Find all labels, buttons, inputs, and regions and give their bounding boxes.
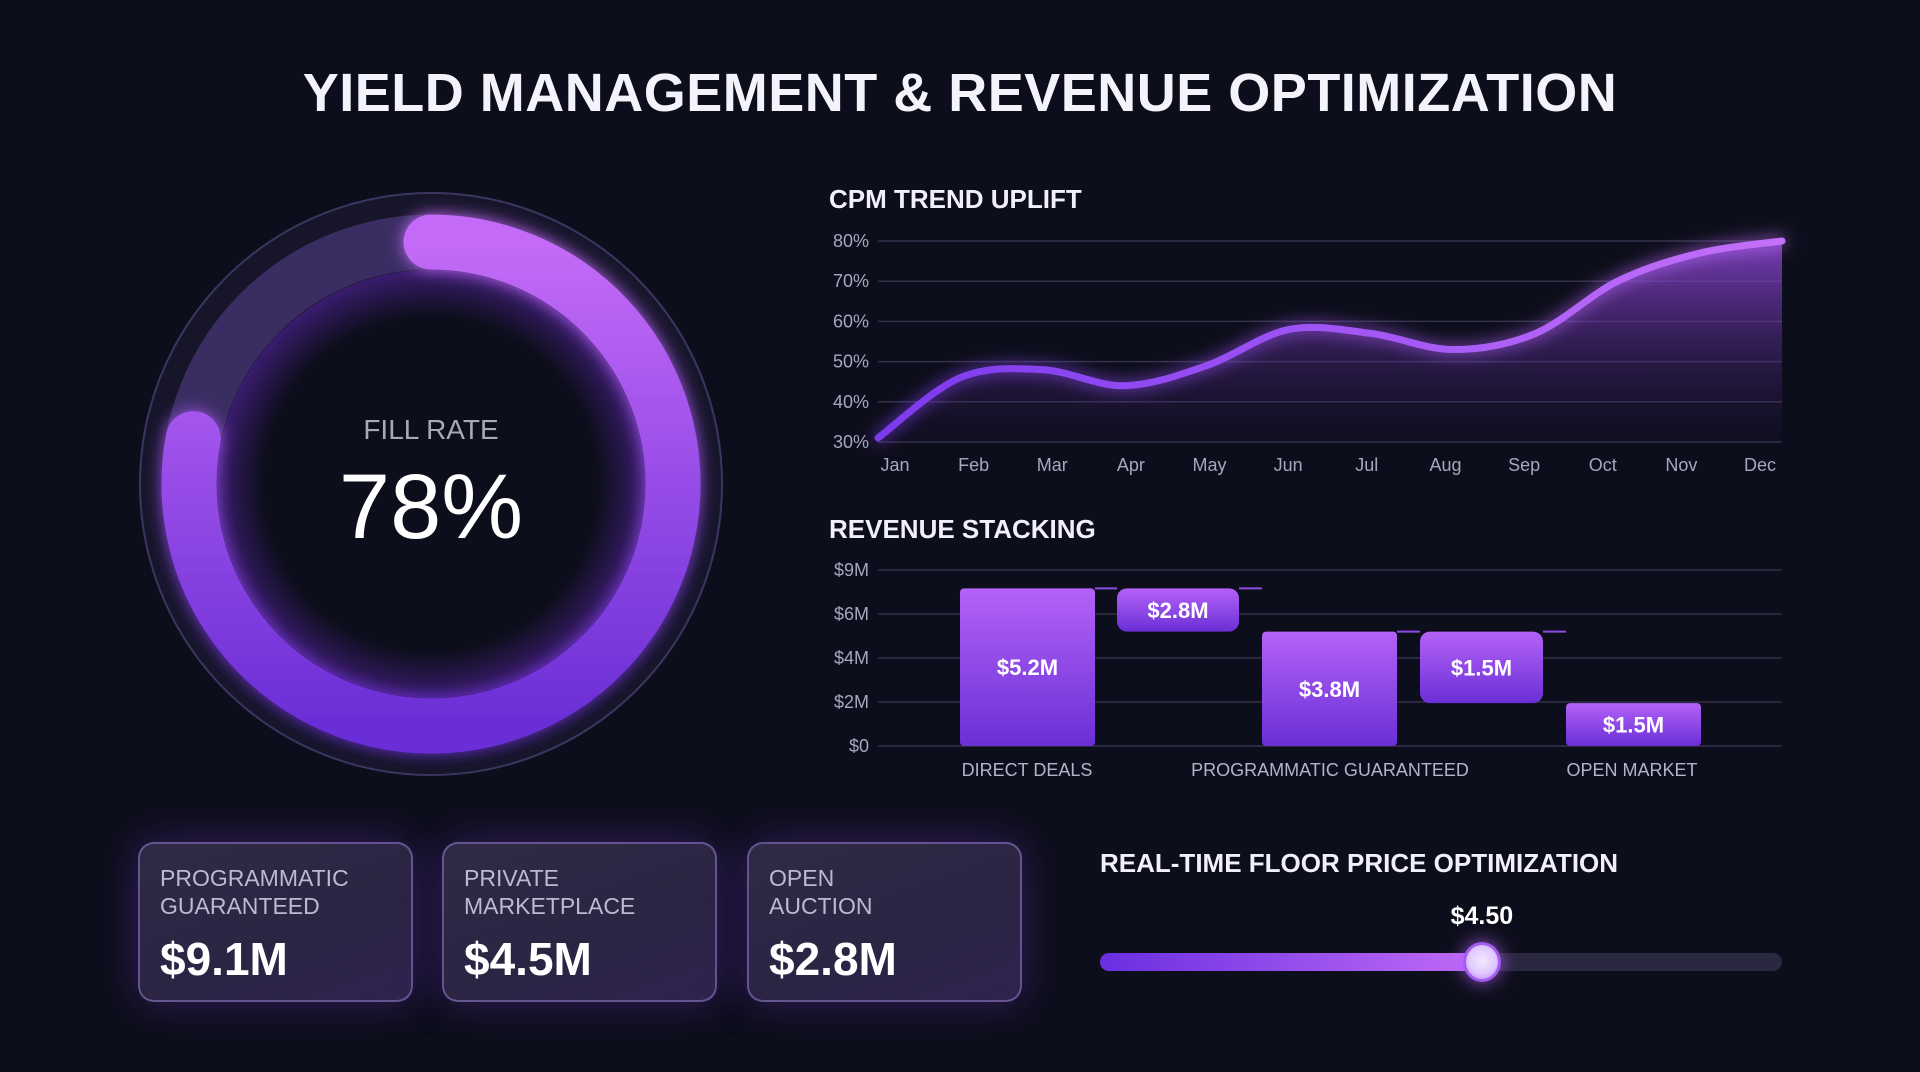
- bar-value-label: $1.5M: [1603, 713, 1664, 738]
- category-label: DIRECT DEALS: [962, 760, 1093, 780]
- y-tick-label: $6M: [834, 604, 869, 624]
- bar-value-label: $1.5M: [1451, 655, 1512, 680]
- floor-price-title: REAL-TIME FLOOR PRICE OPTIMIZATION: [1100, 848, 1619, 878]
- x-tick-label: Dec: [1744, 455, 1776, 475]
- bar: [1117, 588, 1239, 632]
- revenue-stacking-chart: $9M $6M $4M $2M $0 $5.2M $2.8M $3.8M $1.5M $1.5M D…: [834, 560, 1782, 780]
- x-tick-label: Mar: [1037, 455, 1068, 475]
- fill-rate-value: 78%: [338, 456, 524, 558]
- bar: [1420, 631, 1543, 704]
- y-tick-label: 50%: [833, 352, 869, 372]
- kpi-value: $9.1M: [160, 933, 288, 985]
- y-tick-label: 30%: [833, 432, 869, 452]
- y-tick-label: 40%: [833, 392, 869, 412]
- cpm-line: [874, 237, 1786, 442]
- bar: [960, 588, 1095, 746]
- x-tick-label: Jan: [880, 455, 909, 475]
- bar-value-label: $2.8M: [1147, 598, 1208, 623]
- y-tick-label: 70%: [833, 271, 869, 291]
- floor-price-value: $4.50: [1450, 902, 1514, 930]
- bar-value-label: $3.8M: [1299, 677, 1360, 702]
- kpi-label: PROGRAMMATIC GUARANTEED: [160, 865, 349, 919]
- x-tick-label: Apr: [1117, 455, 1145, 475]
- x-tick-label: May: [1193, 455, 1227, 475]
- cpm-chart-title: CPM TREND UPLIFT: [829, 184, 1082, 214]
- kpi-card-private-marketplace: PRIVATE MARKETPLACE $4.5M: [442, 842, 717, 1002]
- fill-rate-label: FILL RATE: [363, 414, 499, 445]
- x-tick-label: Sep: [1508, 455, 1540, 475]
- bar: [1262, 631, 1397, 746]
- fill-rate-arc: [161, 214, 701, 754]
- y-tick-label: 80%: [833, 231, 869, 251]
- kpi-card-programmatic-guaranteed: PROGRAMMATIC GUARANTEED $9.1M: [138, 842, 413, 1002]
- x-tick-label: Feb: [958, 455, 989, 475]
- category-label: PROGRAMMATIC GUARANTEED: [1191, 760, 1469, 780]
- y-tick-label: $0: [849, 736, 869, 756]
- kpi-card-open-auction: OPEN AUCTION $2.8M: [747, 842, 1022, 1002]
- page-title: YIELD MANAGEMENT & REVENUE OPTIMIZATION: [302, 63, 1618, 123]
- cpm-trend-chart: 80% 70% 60% 50% 40% 30% Jan Feb Mar Apr May Jun Jul A…: [833, 231, 1786, 475]
- y-tick-label: $2M: [834, 692, 869, 712]
- x-tick-label: Oct: [1589, 455, 1617, 475]
- floor-price-slider-thumb[interactable]: [1462, 942, 1501, 982]
- y-tick-label: 60%: [833, 311, 869, 331]
- x-tick-label: Aug: [1429, 455, 1461, 475]
- kpi-label: OPEN AUCTION: [769, 865, 873, 919]
- category-label: OPEN MARKET: [1566, 760, 1697, 780]
- y-tick-label: $4M: [834, 648, 869, 668]
- floor-price-slider-fill: [1100, 953, 1482, 971]
- x-tick-label: Jul: [1355, 455, 1378, 475]
- kpi-label: PRIVATE MARKETPLACE: [464, 865, 636, 919]
- bar: [1566, 703, 1701, 746]
- kpi-value: $2.8M: [769, 933, 897, 985]
- donut-center: [217, 270, 645, 698]
- x-tick-label: Jun: [1274, 455, 1303, 475]
- revenue-chart-title: REVENUE STACKING: [829, 514, 1096, 544]
- x-tick-label: Nov: [1665, 455, 1697, 475]
- cpm-area: [878, 241, 1782, 442]
- kpi-value: $4.5M: [464, 933, 592, 985]
- bar-value-label: $5.2M: [997, 655, 1058, 680]
- y-tick-label: $9M: [834, 560, 869, 580]
